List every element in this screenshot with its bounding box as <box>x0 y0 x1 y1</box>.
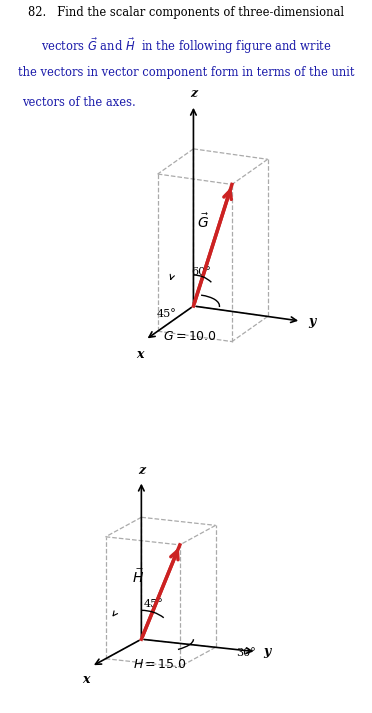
Text: z: z <box>138 464 145 477</box>
Text: vectors of the axes.: vectors of the axes. <box>22 96 136 108</box>
Text: the vectors in vector component form in terms of the unit: the vectors in vector component form in … <box>18 66 354 78</box>
Text: y: y <box>263 645 270 658</box>
Text: x: x <box>82 673 90 686</box>
Text: 82.   Find the scalar components of three-dimensional: 82. Find the scalar components of three-… <box>28 6 344 19</box>
Text: $G = 10.0$: $G = 10.0$ <box>163 330 217 343</box>
Text: 45°: 45° <box>143 599 163 609</box>
Text: x: x <box>136 348 143 361</box>
Text: 45°: 45° <box>157 309 177 319</box>
Text: vectors $\vec{G}$ and $\vec{H}$  in the following figure and write: vectors $\vec{G}$ and $\vec{H}$ in the f… <box>41 36 331 56</box>
Text: 60°: 60° <box>192 267 211 277</box>
Text: $\vec{H}$: $\vec{H}$ <box>132 567 144 585</box>
Text: $\vec{G}$: $\vec{G}$ <box>197 212 209 231</box>
Text: $H = 15.0$: $H = 15.0$ <box>133 659 187 672</box>
Text: z: z <box>190 87 197 100</box>
Text: y: y <box>308 314 315 328</box>
Text: 30°: 30° <box>236 648 256 658</box>
